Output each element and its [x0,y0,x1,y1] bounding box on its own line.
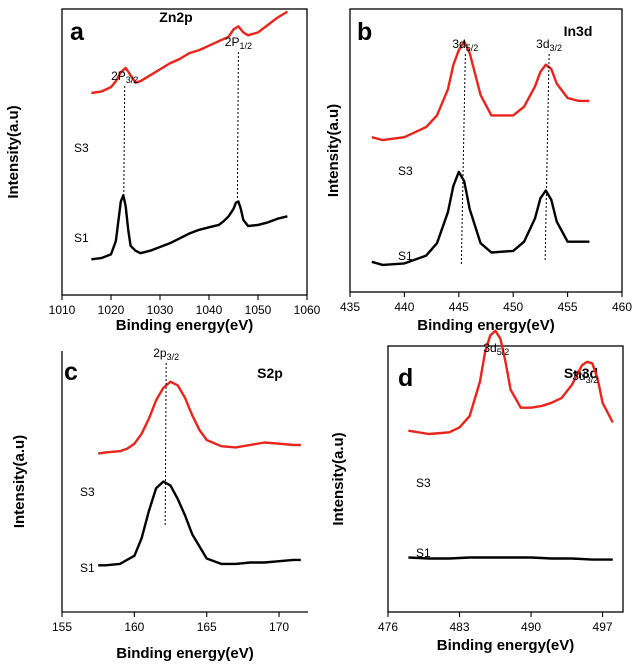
panel-b: 435 440 445 450 455 460 Binding energy(eV) Inte… [325,8,632,334]
panel-letter: d [398,364,413,392]
x-tick-label: 1050 [245,303,272,317]
panel-d: 476 483 490 497 Binding energy(eV) Intensity(… [330,329,624,654]
series-label-s1: S1 [80,561,95,575]
series-label-s1: S1 [74,231,89,245]
x-tick-label: 1010 [49,303,76,317]
x-tick-label: 460 [612,300,632,314]
x-tick-label: 160 [124,620,144,634]
peak-label: 2P1/2 [225,35,252,51]
panel-letter: a [70,18,85,46]
panel-letter: b [357,18,372,46]
panel-letter: c [64,358,78,386]
series-s1-line [371,170,590,267]
x-tick-label: 445 [449,300,469,314]
x-tick-label: 440 [394,300,414,314]
peak-label: 3d3/2 [536,37,562,53]
peak-label: 2P3/2 [111,69,138,85]
series-s1-line [98,480,301,567]
series-s1-line [408,556,613,561]
x-tick-label: 435 [340,300,360,314]
x-tick-label: 155 [52,620,72,634]
series-label-s3: S3 [80,485,95,499]
x-tick-label: 170 [269,620,289,634]
peak-guide-line [544,53,550,263]
x-axis-label: Binding energy(eV) [116,317,254,334]
peak-label: 3d3/2 [572,369,598,385]
peak-label: 3d5/2 [483,341,509,357]
series-label-s3: S3 [74,141,89,155]
plot-frame [61,8,308,296]
x-axis-label: Binding energy(eV) [116,645,254,662]
x-tick-label: 455 [558,300,578,314]
plot-frame [387,345,624,613]
x-tick-label: 1030 [147,303,174,317]
panel-c: 155 160 165 170 Binding energy(eV) Intensity(… [11,346,308,662]
x-tick-label: 450 [503,300,523,314]
x-axis-label: Binding energy(eV) [417,317,555,334]
x-tick-label: 490 [521,620,541,634]
peak-label: 2p3/2 [153,346,179,362]
panel-a: 1010 1020 1030 1040 1050 1060 Binding energy(e… [5,8,321,334]
x-tick-label: 1040 [196,303,223,317]
x-tick-label: 483 [450,620,470,634]
x-tick-label: 476 [378,620,398,634]
element-label: Zn2p [159,9,192,25]
y-axis-label: Intensity(a.u) [330,432,347,525]
series-label-s3: S3 [398,164,413,178]
plot-frame [349,8,623,293]
y-axis-label: Intensity(a.u) [325,104,342,197]
element-label: S2p [257,365,283,381]
element-label: In3d [564,23,593,39]
series-s3-line [371,40,590,142]
peak-guide-line [123,85,126,203]
x-tick-label: 165 [197,620,217,634]
series-s3-line [98,380,301,455]
series-s1-line [91,194,288,261]
series-s3-line [91,10,289,95]
series-s3-line [408,329,614,436]
x-axis-label: Binding energy(eV) [437,637,575,654]
y-axis-label: Intensity(a.u) [11,435,28,528]
x-tick-label: 1060 [294,303,321,317]
peak-guide-line [460,53,466,266]
peak-guide-line [164,362,167,526]
peak-label: 3d5/2 [452,37,478,53]
y-axis-label: Intensity(a.u) [5,105,22,198]
x-tick-label: 1020 [98,303,125,317]
peak-guide-line [236,51,239,201]
x-tick-label: 497 [593,620,613,634]
series-label-s3: S3 [416,476,431,490]
series-label-s1: S1 [416,546,431,560]
series-label-s1: S1 [398,249,413,263]
element-label: Sn3d [564,365,598,381]
